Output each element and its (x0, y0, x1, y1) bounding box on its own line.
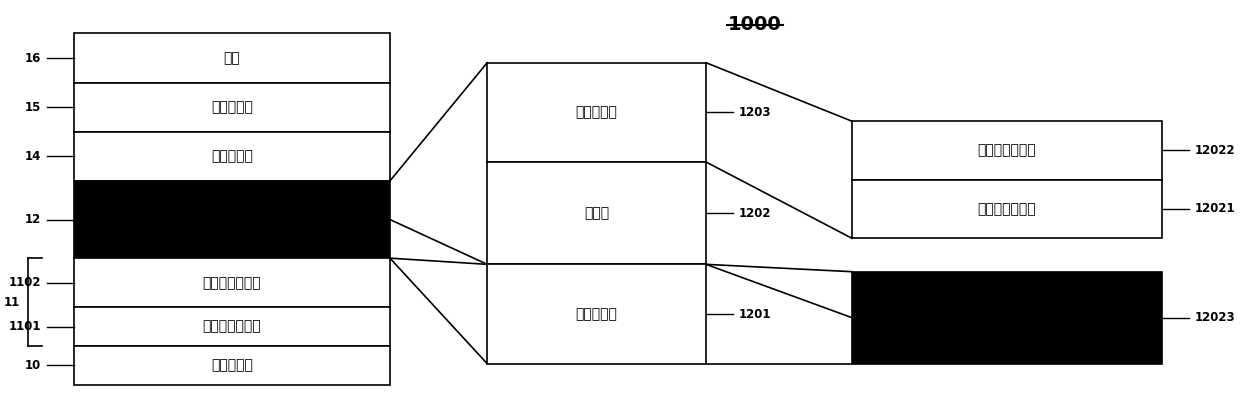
Text: 第一发光层: 第一发光层 (575, 307, 618, 321)
Text: 1201: 1201 (739, 308, 771, 321)
Text: 第二发光层: 第二发光层 (575, 105, 618, 120)
Text: 1202: 1202 (739, 206, 771, 220)
Text: 1101: 1101 (9, 320, 41, 333)
Bar (74, 258, 389, 307)
Text: 15: 15 (25, 101, 41, 114)
Text: 12: 12 (25, 213, 41, 226)
Bar (74, 346, 389, 385)
Bar (852, 272, 1162, 364)
Bar (852, 121, 1162, 180)
Text: 1000: 1000 (728, 15, 781, 33)
Text: 第一空穴传输层: 第一空穴传输层 (202, 320, 262, 334)
Bar (487, 264, 706, 364)
Text: 缓冲层: 缓冲层 (584, 206, 609, 220)
Text: 12023: 12023 (1195, 311, 1235, 324)
Bar (487, 162, 706, 264)
Bar (74, 33, 389, 83)
Text: 电子注入层: 电子注入层 (211, 100, 253, 114)
Bar (74, 181, 389, 258)
Bar (74, 307, 389, 346)
Text: 11: 11 (4, 296, 20, 308)
Text: 10: 10 (25, 359, 41, 372)
Text: 16: 16 (25, 51, 41, 64)
Bar (74, 132, 389, 181)
Text: 1203: 1203 (739, 106, 771, 119)
Text: 12022: 12022 (1195, 144, 1235, 157)
Bar (74, 83, 389, 132)
Text: 第二空穴传输层: 第二空穴传输层 (202, 276, 262, 290)
Text: 阴极: 阴极 (223, 51, 241, 65)
Text: 1102: 1102 (9, 276, 41, 289)
Text: 空穴注入层: 空穴注入层 (211, 358, 253, 372)
Bar (487, 63, 706, 162)
Text: 14: 14 (25, 150, 41, 163)
Bar (852, 180, 1162, 238)
Text: 电子传输层: 电子传输层 (211, 149, 253, 163)
Text: 富含空穴主体层: 富含空穴主体层 (977, 202, 1037, 216)
Text: 12021: 12021 (1195, 202, 1235, 216)
Text: 富含电子主体层: 富含电子主体层 (977, 143, 1037, 158)
